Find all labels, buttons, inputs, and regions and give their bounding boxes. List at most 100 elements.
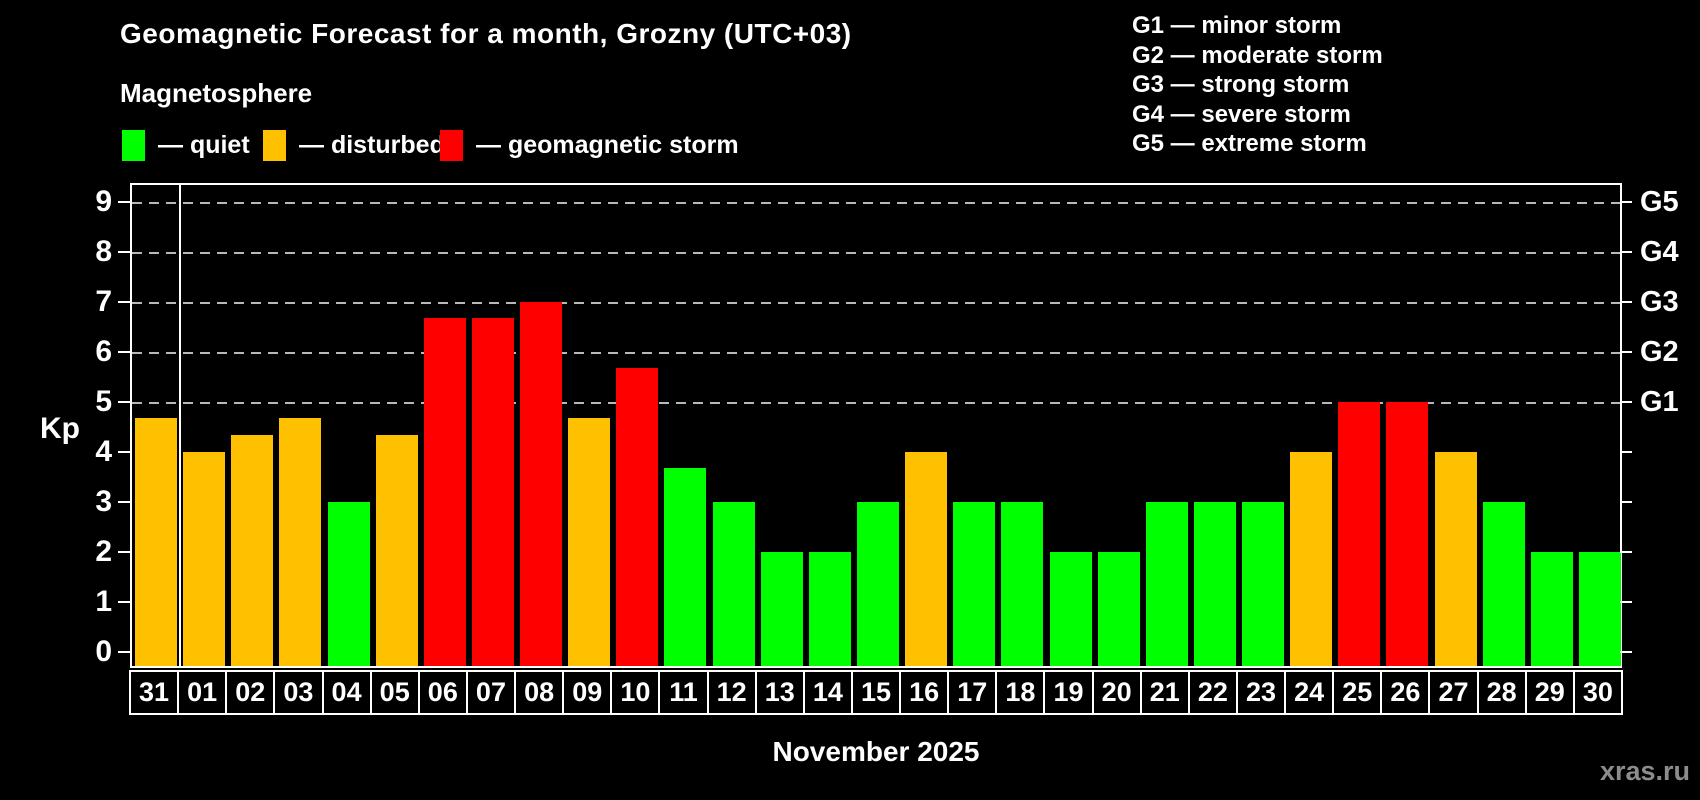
kp-bar-day-06 (423, 318, 466, 666)
day-label-12: 12 (706, 670, 757, 715)
y-tick-label-8: 8 (95, 234, 112, 268)
day-label-24: 24 (1284, 670, 1335, 715)
y-tick-7 (118, 300, 130, 303)
kp-bar-day-04 (327, 501, 370, 666)
gridline-kp-5 (132, 401, 1620, 404)
legend-item-label: — quiet (158, 131, 250, 159)
kp-bar-day-05 (375, 435, 418, 666)
y-tick-9 (118, 200, 130, 203)
kp-bar-day-22 (1193, 501, 1236, 666)
right-tick-5 (1620, 400, 1632, 403)
g-legend-line-5: G5 — extreme storm (1132, 130, 1367, 157)
day-label-18: 18 (995, 670, 1046, 715)
g-level-label-G4: G4 (1640, 235, 1679, 268)
day-label-22: 22 (1187, 670, 1238, 715)
day-label-08: 08 (514, 670, 565, 715)
kp-bar-day-23 (1242, 501, 1285, 666)
legend-item-label: — geomagnetic storm (476, 131, 739, 159)
chart-title: Geomagnetic Forecast for a month, Grozny… (120, 18, 852, 49)
plot-area (130, 183, 1622, 668)
kp-bar-day-31 (135, 418, 178, 666)
day-label-11: 11 (658, 670, 709, 715)
kp-bar-day-10 (616, 368, 659, 666)
day-label-03: 03 (273, 670, 324, 715)
day-label-05: 05 (369, 670, 420, 715)
kp-bar-day-29 (1530, 551, 1573, 666)
gridline-kp-8 (132, 251, 1620, 254)
kp-bar-day-20 (1097, 551, 1140, 666)
right-tick-6 (1620, 350, 1632, 353)
g-legend-line-2: G2 — moderate storm (1132, 41, 1383, 69)
kp-bar-day-24 (1290, 451, 1333, 666)
kp-bar-day-26 (1386, 401, 1429, 666)
kp-bar-day-28 (1482, 501, 1525, 666)
y-tick-3 (118, 500, 130, 503)
legend-item-label: — disturbed (299, 131, 445, 159)
day-label-07: 07 (465, 670, 517, 715)
day-label-06: 06 (417, 670, 468, 715)
kp-bar-day-08 (520, 301, 563, 666)
day-label-28: 28 (1476, 670, 1527, 715)
y-tick-2 (118, 550, 130, 553)
day-label-25: 25 (1332, 670, 1383, 715)
y-axis-title: Kp (40, 412, 80, 445)
legend-item-storm: — geomagnetic storm (440, 130, 739, 161)
kp-bar-day-14 (808, 551, 851, 666)
day-label-01: 01 (177, 670, 228, 715)
day-label-30: 30 (1572, 670, 1623, 715)
kp-bar-day-18 (1001, 501, 1044, 666)
watermark: xras.ru (1599, 756, 1690, 786)
day-label-17: 17 (947, 670, 998, 715)
kp-bar-day-30 (1578, 551, 1621, 666)
day-label-21: 21 (1139, 670, 1190, 715)
kp-bar-day-13 (760, 551, 803, 666)
month-boundary-line (179, 185, 182, 666)
right-tick-4 (1620, 450, 1632, 453)
day-label-20: 20 (1091, 670, 1142, 715)
legend-item-quiet: — quiet (122, 130, 250, 161)
y-tick-label-7: 7 (95, 284, 112, 318)
kp-bar-day-19 (1049, 551, 1092, 666)
day-label-16: 16 (899, 670, 950, 715)
quiet-swatch-icon (122, 130, 145, 161)
g-level-label-G3: G3 (1640, 285, 1679, 318)
disturbed-swatch-icon (263, 130, 286, 161)
g-legend-line-1: G1 — minor storm (1132, 12, 1342, 39)
day-label-02: 02 (225, 670, 276, 715)
g-scale-legend: G1 — minor storm G2 — moderate storm G3 — … (1132, 11, 1383, 159)
y-tick-label-2: 2 (95, 534, 112, 568)
right-tick-0 (1620, 650, 1632, 653)
right-tick-3 (1620, 500, 1632, 503)
chart-subtitle: Magnetosphere (120, 78, 313, 108)
day-label-19: 19 (1043, 670, 1094, 715)
day-label-29: 29 (1524, 670, 1575, 715)
g-legend-line-3: G3 — strong storm (1132, 71, 1350, 98)
kp-bar-day-17 (953, 501, 996, 666)
y-tick-label-3: 3 (95, 484, 112, 518)
right-tick-2 (1620, 550, 1632, 553)
day-label-09: 09 (562, 670, 613, 715)
day-label-row: 31 01 02 03 04 05 06 07 08 09 10 11 12 13 14 15 16 17 18 19… (129, 670, 1623, 715)
day-label-31: 31 (129, 670, 180, 715)
y-tick-4 (118, 450, 130, 453)
y-tick-1 (118, 600, 130, 603)
x-axis-title: November 2025 (772, 736, 980, 767)
day-label-26: 26 (1380, 670, 1431, 715)
kp-bar-day-11 (664, 468, 707, 666)
y-tick-label-4: 4 (95, 434, 112, 468)
day-label-13: 13 (754, 670, 805, 715)
right-tick-7 (1620, 300, 1632, 303)
gridline-kp-9 (132, 201, 1620, 204)
day-label-27: 27 (1428, 670, 1479, 715)
y-tick-label-1: 1 (95, 584, 112, 618)
y-tick-6 (118, 350, 130, 353)
kp-bar-day-01 (183, 451, 226, 666)
g-legend-line-4: G4 — severe storm (1132, 100, 1351, 128)
kp-bar-day-07 (471, 318, 514, 666)
y-tick-5 (118, 400, 130, 403)
gridline-kp-7 (132, 301, 1620, 304)
kp-bar-day-12 (712, 501, 755, 666)
y-tick-8 (118, 250, 130, 253)
y-tick-label-9: 9 (95, 184, 112, 218)
